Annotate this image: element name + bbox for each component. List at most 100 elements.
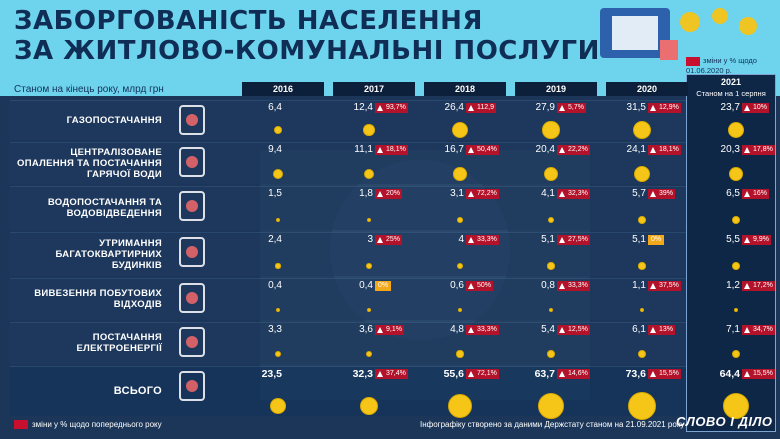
- value-label: 3: [367, 234, 373, 245]
- change-badge: 18,1%: [648, 145, 681, 155]
- footer-legend-text: зміни у % щодо попереднього року: [32, 420, 162, 429]
- change-badge: 18,1%: [375, 145, 408, 155]
- change-badge: 9,9%: [742, 235, 771, 245]
- change-badge: 15,5%: [648, 369, 681, 379]
- row-label: ВОДОПОСТАЧАННЯ ТА ВОДОВІДВЕДЕННЯ: [47, 197, 162, 219]
- value-bubble: [457, 217, 463, 223]
- value-bubble: [734, 308, 738, 312]
- change-badge: 9,1%: [375, 325, 404, 335]
- value-label: 6,5: [726, 188, 740, 199]
- change-badge: 72,2%: [466, 189, 499, 199]
- value-bubble: [276, 308, 280, 312]
- value-label: 9,4: [268, 144, 282, 155]
- value-bubble: [447, 393, 473, 419]
- value-bubble: [451, 121, 469, 139]
- row-label: ЦЕНТРАЛІЗОВАНЕ ОПАЛЕННЯ ТА ПОСТАЧАННЯ ГА…: [17, 146, 162, 180]
- column-2021-year: 2021: [720, 77, 742, 87]
- value-label: 11,1: [354, 144, 373, 155]
- value-bubble: [543, 166, 559, 182]
- value-label: 0,4: [268, 280, 282, 291]
- value-bubble: [272, 168, 283, 179]
- value-bubble: [547, 350, 555, 358]
- value-label: 1,5: [268, 188, 282, 199]
- value-label: 2,4: [268, 234, 282, 245]
- value-bubble: [628, 392, 656, 420]
- value-bubble: [731, 215, 741, 225]
- change-badge: 50,4%: [466, 145, 499, 155]
- value-bubble: [275, 351, 281, 357]
- footer-legend: зміни у % щодо попереднього року: [14, 420, 162, 429]
- change-badge: 22,2%: [557, 145, 590, 155]
- value-bubble: [633, 165, 650, 182]
- value-bubble: [453, 167, 467, 181]
- value-label: 1,8: [359, 188, 373, 199]
- value-bubble: [365, 350, 373, 358]
- row-label: ВИВЕЗЕННЯ ПОБУТОВИХ ВІДХОДІВ: [34, 288, 162, 310]
- change-badge: 12,9%: [648, 103, 681, 113]
- change-badge: 50%: [466, 281, 494, 291]
- change-badge: 37,5%: [648, 281, 681, 291]
- value-bubble: [275, 263, 281, 269]
- value-label: 16,7: [444, 144, 464, 155]
- value-label: 27,9: [535, 102, 555, 113]
- value-bubble: [640, 308, 644, 312]
- value-bubble: [537, 392, 565, 420]
- value-label: 6,4: [268, 102, 282, 113]
- lightbulb-icon: [172, 324, 212, 360]
- change-badge: 93,7%: [375, 103, 408, 113]
- value-label: 4: [458, 234, 464, 245]
- value-label: 3,6: [359, 324, 373, 335]
- note-top-text: зміни у % щодо 01.06.2020 р.: [686, 56, 757, 75]
- column-header-2018: 2018: [424, 82, 506, 96]
- column-header-2017: 2017: [333, 82, 415, 96]
- change-badge: 33,3%: [466, 325, 499, 335]
- value-label: 73,6: [625, 368, 646, 380]
- value-label: 5,7: [632, 188, 646, 199]
- change-badge: 13%: [648, 325, 676, 335]
- value-bubble: [366, 263, 372, 269]
- change-badge: 33,3%: [557, 281, 590, 291]
- value-bubble: [638, 262, 646, 270]
- value-label: 4,8: [450, 324, 464, 335]
- value-label: 4,1: [541, 188, 555, 199]
- value-bubble: [366, 217, 372, 223]
- value-label: 0,6: [450, 280, 464, 291]
- value-bubble: [632, 120, 652, 140]
- change-badge: 34,7%: [742, 325, 775, 335]
- value-bubble: [456, 350, 464, 358]
- value-bubble: [270, 398, 286, 414]
- value-label: 5,1: [632, 234, 646, 245]
- buildings-icon: [172, 234, 212, 270]
- row-label: УТРИМАННЯ БАГАТОКВАРТИРНИХ БУДИНКІВ: [55, 237, 162, 271]
- change-badge: 32,3%: [557, 189, 590, 199]
- radiator-icon: [172, 144, 212, 180]
- change-badge: 10%: [742, 103, 770, 113]
- change-marker-icon: [14, 420, 28, 429]
- value-label: 3,1: [450, 188, 464, 199]
- value-label: 0,4: [359, 280, 373, 291]
- value-label: 5,1: [541, 234, 555, 245]
- value-bubble: [359, 396, 379, 416]
- change-badge: 0%: [375, 281, 392, 291]
- bills-illustration: [600, 8, 757, 60]
- value-bubble: [638, 216, 646, 224]
- value-bubble: [547, 262, 555, 270]
- value-bubble: [722, 392, 750, 420]
- value-bubble: [732, 262, 740, 270]
- change-badge: 17,8%: [742, 145, 775, 155]
- value-bubble: [363, 124, 375, 136]
- value-bubble: [273, 125, 283, 135]
- change-marker-icon: [686, 56, 700, 66]
- title-line-1: ЗАБОРГОВАНІСТЬ НАСЕЛЕННЯ: [14, 6, 483, 36]
- change-badge: 27,5%: [557, 235, 590, 245]
- change-badge: 25%: [375, 235, 403, 245]
- value-label: 23,7: [720, 102, 740, 113]
- value-bubble: [728, 166, 744, 182]
- row-label: ПОСТАЧАННЯ ЕЛЕКТРОЕНЕРГІЇ: [76, 332, 162, 354]
- value-label: 1,2: [726, 280, 740, 291]
- value-label: 3,3: [268, 324, 282, 335]
- value-label: 7,1: [726, 324, 740, 335]
- change-badge: 39%: [648, 189, 676, 199]
- change-badge: 37,4%: [375, 369, 408, 379]
- note-top: зміни у % щодо 01.06.2020 р.: [686, 56, 778, 75]
